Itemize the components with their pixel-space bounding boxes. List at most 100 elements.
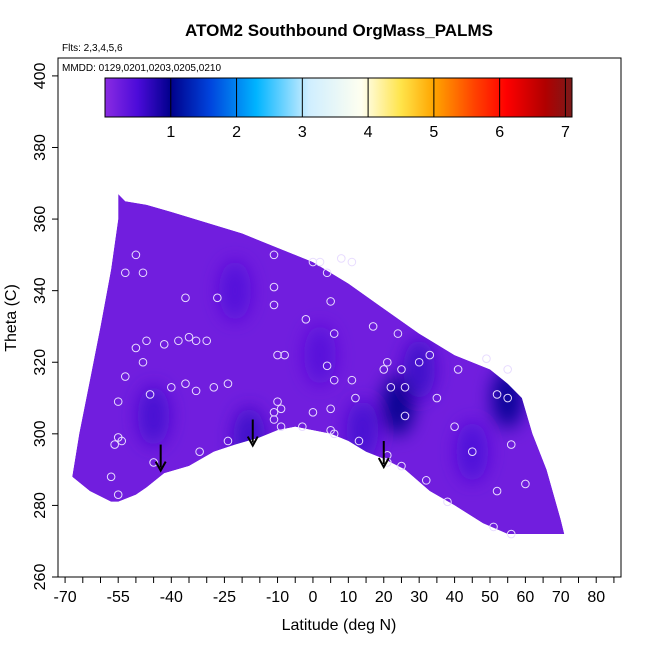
sample-point [506, 440, 516, 449]
heatmap-anomaly [304, 325, 337, 386]
sample-point [149, 458, 158, 467]
sample-point [269, 250, 279, 260]
sample-point [106, 472, 116, 482]
sample-point [397, 365, 406, 374]
sample-point [138, 268, 148, 278]
x-tick-label: 70 [552, 589, 570, 606]
colorbar-tick-label: 5 [429, 124, 438, 141]
y-tick-label: 300 [32, 420, 49, 447]
x-tick-label: -55 [107, 589, 130, 606]
sample-point [347, 375, 357, 385]
sample-point [326, 404, 335, 414]
y-tick-label: 320 [32, 349, 49, 376]
x-tick-label: -70 [54, 589, 77, 606]
arrow-markers [154, 419, 390, 473]
y-axis-title: Theta (C) [3, 284, 20, 352]
sample-point [414, 357, 424, 367]
sample-point [276, 404, 286, 414]
sample-markers [106, 250, 530, 539]
sample-point [521, 479, 530, 489]
heatmap-anomaly [346, 400, 379, 461]
x-tick-label: 50 [481, 589, 499, 606]
sample-point [506, 529, 516, 539]
sample-point [503, 393, 512, 403]
x-tick-label: -25 [213, 589, 236, 606]
colorbar-tick-label: 1 [166, 124, 175, 141]
y-tick-label: 380 [32, 134, 49, 161]
x-tick-label: -40 [160, 589, 183, 606]
sample-point [110, 440, 119, 449]
heatmap-anomaly [456, 421, 489, 482]
sample-point [269, 300, 279, 310]
sample-point [308, 257, 318, 267]
sample-point [213, 293, 222, 303]
x-tick-label: 60 [516, 589, 534, 606]
x-tick-label: -10 [266, 589, 289, 606]
sample-point [482, 354, 491, 363]
sample-point [329, 375, 339, 385]
heatmap-anomaly [137, 385, 170, 446]
arrow [246, 419, 259, 448]
sample-point [145, 390, 155, 399]
sample-point [322, 268, 332, 278]
sample-point [432, 393, 442, 403]
sample-point [329, 429, 339, 439]
sample-point [393, 329, 403, 338]
sample-point [195, 447, 204, 457]
sample-point [368, 322, 378, 331]
sample-point [397, 461, 406, 471]
sample-point [450, 422, 459, 431]
sample-point [503, 365, 512, 374]
sample-point [298, 422, 307, 431]
flights-note: Flts: 2,3,4,5,6 [62, 43, 123, 54]
sample-point [351, 393, 360, 403]
sample-point [184, 332, 194, 342]
dates-note: MMDD: 0129,0201,0203,0205,0210 [62, 63, 221, 74]
sample-point [315, 257, 325, 267]
sample-point [131, 343, 141, 353]
sample-point [273, 350, 282, 360]
sample-point [421, 476, 431, 485]
sample-point [138, 357, 148, 367]
sample-point [329, 329, 339, 338]
sample-point [273, 397, 282, 406]
sample-point [191, 386, 201, 396]
sample-point [453, 365, 463, 374]
sample-point [400, 382, 410, 392]
sample-point [400, 411, 410, 421]
heatmap-anomaly [219, 260, 252, 321]
arrow [377, 440, 390, 470]
sample-point [181, 293, 190, 303]
sample-point [120, 268, 130, 278]
sample-point [269, 282, 279, 292]
colorbar-gradient [104, 77, 573, 118]
sample-point [425, 350, 435, 360]
sample-point [113, 397, 123, 406]
y-axis: 260 280 300 320 340 360 380 400 [32, 62, 58, 590]
colorbar-tick-label: 7 [561, 124, 570, 141]
sample-point [209, 382, 219, 392]
heatmap-anomaly [381, 375, 414, 436]
sample-point [386, 382, 396, 392]
heatmap-anomaly [403, 339, 436, 400]
sample-point [269, 415, 279, 424]
sample-point [120, 372, 130, 381]
sample-point [443, 497, 452, 507]
sample-point [117, 436, 127, 446]
sample-point [467, 447, 477, 457]
sample-point [489, 522, 498, 532]
x-tick-label: 40 [446, 589, 464, 606]
plot-frame [57, 57, 622, 578]
sample-point [492, 486, 502, 496]
x-axis-title: Latitude (deg N) [282, 617, 397, 634]
sample-point [113, 490, 123, 499]
colorbar-tick-label: 4 [364, 124, 373, 141]
x-tick-label: 0 [308, 589, 317, 606]
x-tick-label: 20 [375, 589, 393, 606]
sample-point [202, 336, 212, 346]
y-tick-label: 280 [32, 492, 49, 519]
colorbar-tick-label: 3 [298, 124, 307, 141]
sample-point [131, 250, 141, 260]
sample-point [347, 257, 357, 267]
